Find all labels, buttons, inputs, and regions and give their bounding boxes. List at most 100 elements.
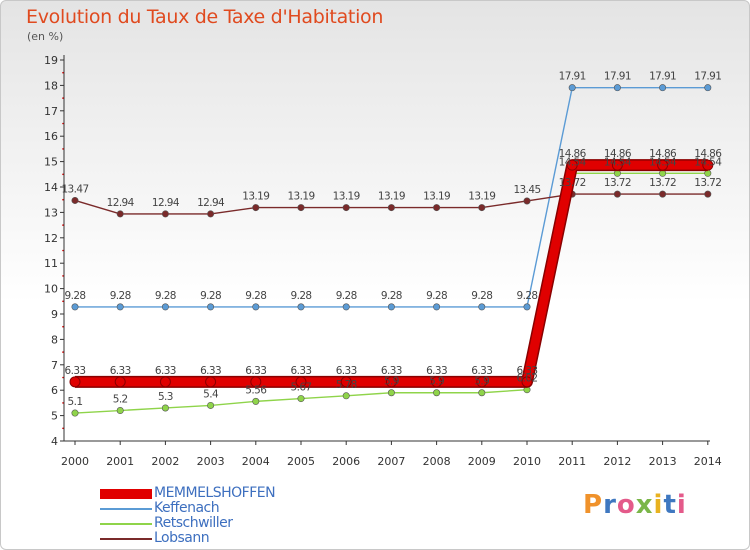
y-minor-tick bbox=[62, 224, 64, 226]
y-tick-label: 13 bbox=[44, 206, 58, 219]
data-label: 9.28 bbox=[155, 290, 176, 302]
data-label: 13.19 bbox=[287, 191, 314, 203]
data-point bbox=[159, 376, 171, 388]
legend-label: MEMMELSHOFFEN bbox=[154, 485, 276, 501]
data-point bbox=[297, 204, 305, 212]
y-minor-tick bbox=[62, 148, 64, 150]
data-label: 5.4 bbox=[203, 388, 219, 400]
legend-swatch bbox=[100, 488, 152, 499]
x-tick-label: 2010 bbox=[513, 455, 541, 468]
y-tick-label: 5 bbox=[51, 410, 58, 423]
data-label: 17.91 bbox=[649, 71, 676, 83]
x-tick-label: 2002 bbox=[151, 455, 179, 468]
data-label: 9.28 bbox=[426, 290, 447, 302]
data-label: 9.28 bbox=[200, 290, 221, 302]
data-point bbox=[433, 389, 441, 397]
data-label: 6.33 bbox=[381, 365, 402, 377]
legend-label: Retschwiller bbox=[154, 515, 233, 531]
data-label: 6.33 bbox=[200, 365, 221, 377]
data-point bbox=[387, 204, 395, 212]
logo-letter: r bbox=[603, 490, 617, 520]
data-label: 5.9 bbox=[429, 376, 444, 388]
data-point bbox=[702, 159, 714, 171]
data-label: 9.28 bbox=[245, 290, 266, 302]
data-label: 13.19 bbox=[242, 191, 269, 203]
legend-label: Lobsann bbox=[154, 530, 210, 546]
data-point bbox=[252, 204, 260, 212]
data-label: 5.67 bbox=[291, 382, 312, 394]
data-point bbox=[114, 376, 126, 388]
data-point bbox=[116, 407, 124, 415]
y-tick-label: 7 bbox=[51, 359, 58, 372]
data-point bbox=[523, 197, 531, 205]
data-label: 13.72 bbox=[694, 177, 721, 189]
data-point bbox=[659, 84, 667, 92]
data-point bbox=[205, 376, 217, 388]
data-point bbox=[433, 204, 441, 212]
data-label: 13.72 bbox=[559, 177, 586, 189]
data-label: 5.3 bbox=[158, 391, 173, 403]
x-tick-label: 2012 bbox=[603, 455, 631, 468]
legend-item: Retschwiller bbox=[100, 516, 275, 531]
data-point bbox=[657, 159, 669, 171]
data-point bbox=[704, 84, 712, 92]
data-label: 9.28 bbox=[517, 290, 538, 302]
data-label: 6.33 bbox=[110, 365, 131, 377]
x-tick-label: 2007 bbox=[377, 455, 405, 468]
data-label: 5.1 bbox=[68, 396, 83, 408]
x-tick-label: 2001 bbox=[106, 455, 134, 468]
data-label: 5.9 bbox=[384, 376, 399, 388]
data-label: 9.28 bbox=[471, 290, 492, 302]
data-point bbox=[613, 84, 621, 92]
chart-title: Evolution du Taux de Taxe d'Habitation bbox=[26, 6, 384, 28]
y-tick-label: 11 bbox=[44, 257, 58, 270]
data-label: 5.78 bbox=[336, 379, 357, 391]
data-point bbox=[342, 392, 350, 400]
y-tick-label: 19 bbox=[44, 54, 58, 67]
logo-letter: t bbox=[663, 490, 677, 520]
y-tick-label: 15 bbox=[44, 156, 58, 169]
y-minor-tick bbox=[62, 173, 64, 176]
legend-swatch bbox=[100, 522, 152, 525]
data-label: 5.56 bbox=[245, 384, 267, 396]
data-point bbox=[611, 159, 623, 171]
data-label: 12.94 bbox=[197, 197, 225, 209]
data-point bbox=[385, 376, 397, 388]
x-tick-label: 2004 bbox=[242, 455, 270, 468]
logo-letter: x bbox=[635, 490, 654, 520]
data-label: 6.33 bbox=[517, 365, 538, 377]
data-point bbox=[207, 210, 215, 218]
data-point bbox=[659, 190, 667, 198]
data-label: 6.33 bbox=[336, 365, 357, 377]
proxiti-logo: Proxiti bbox=[583, 490, 687, 520]
data-point bbox=[161, 303, 169, 311]
data-point bbox=[433, 303, 441, 311]
data-label: 5.2 bbox=[113, 394, 128, 406]
data-point bbox=[297, 303, 305, 311]
data-label: 6.33 bbox=[426, 365, 447, 377]
data-label: 13.19 bbox=[378, 191, 405, 203]
data-point bbox=[295, 376, 307, 388]
y-tick-label: 9 bbox=[51, 308, 58, 321]
data-point bbox=[478, 303, 486, 311]
data-point bbox=[161, 404, 169, 412]
data-label: 14.86 bbox=[694, 148, 722, 160]
y-tick-label: 6 bbox=[51, 384, 58, 397]
data-label: 17.91 bbox=[694, 71, 721, 83]
y-minor-tick bbox=[62, 122, 64, 125]
data-point bbox=[523, 303, 531, 311]
data-label: 13.45 bbox=[513, 184, 540, 196]
y-minor-tick bbox=[62, 427, 64, 430]
data-point bbox=[207, 303, 215, 311]
data-point bbox=[116, 303, 124, 311]
data-label: 6.33 bbox=[65, 365, 86, 377]
data-label: 13.19 bbox=[468, 191, 495, 203]
data-point bbox=[252, 303, 260, 311]
x-tick-label: 2003 bbox=[197, 455, 225, 468]
legend-swatch bbox=[100, 537, 152, 540]
logo-letter: i bbox=[676, 490, 687, 520]
data-point bbox=[387, 389, 395, 397]
data-label: 14.54 bbox=[604, 156, 632, 168]
x-tick-label: 2000 bbox=[61, 455, 89, 468]
